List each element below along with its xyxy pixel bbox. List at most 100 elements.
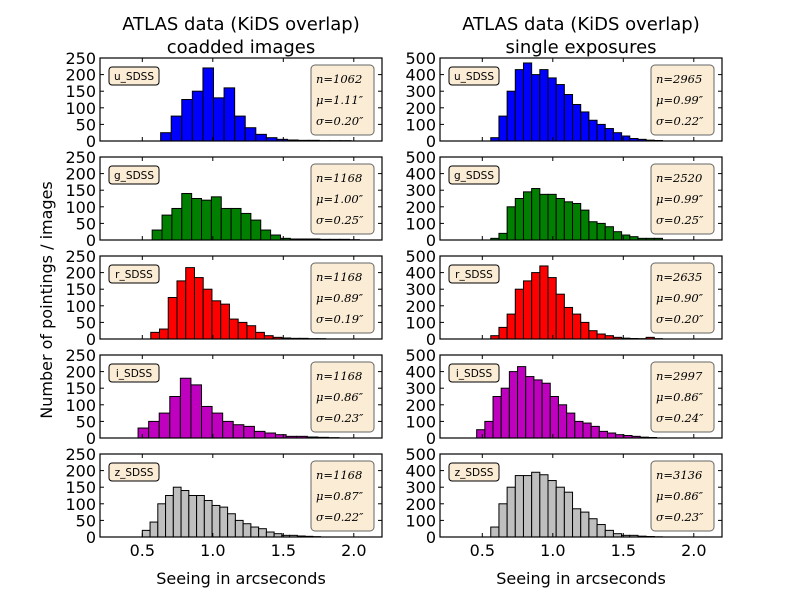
panel-g-sdss-col1-bar-3	[514, 198, 524, 241]
panel-g-sdss-col1-bar-13	[596, 222, 606, 241]
panel-u-sdss-col0-ytick-label-5: 250	[65, 49, 96, 68]
panel-g-sdss-col0-stat-mu: μ=1.00″	[316, 192, 364, 206]
panel-g-sdss-col0-frame	[99, 156, 383, 241]
panel-z-sdss-col1-xtick-label-0: 0.5	[470, 541, 495, 560]
panel-i-sdss-col0-bar-11	[253, 430, 266, 439]
panel-z-sdss-col0-stat-n: n=1168	[316, 468, 362, 482]
panel-u-sdss-col1-ytick-label-4: 400	[405, 66, 436, 85]
panel-z-sdss-col0-bar-8	[203, 499, 213, 538]
panel-u-sdss-col0-band-label: u_SDSS	[114, 71, 154, 83]
panel-g-sdss-col1-bar-1	[498, 232, 508, 241]
col0-title-line1: ATLAS data (KiDS overlap)	[122, 14, 360, 35]
panel-r-sdss-col0-stat-sigma: σ=0.19″	[316, 312, 364, 326]
panel-u-sdss-col0-bar-7	[234, 115, 246, 142]
panel-z-sdss-col1-bar-11	[580, 511, 590, 538]
panel-i-sdss-col1-stat-mu: μ=0.86″	[656, 390, 704, 404]
panel-z-sdss-col0-ytick-label-3: 150	[65, 478, 96, 497]
panel-g-sdss-col0-stat-sigma: σ=0.25″	[316, 213, 364, 227]
panel-r-sdss-col1-bar-5	[531, 272, 541, 340]
panel-g-sdss-col1-bar-9	[563, 201, 574, 241]
panel-r-sdss-col0-stat-n: n=1168	[316, 270, 362, 284]
panel-z-sdss-col1-bar-5	[531, 471, 541, 538]
panel-i-sdss-col1-bar-3	[500, 387, 510, 439]
panel-r-sdss-col1-bar-7	[547, 277, 557, 340]
panel-i-sdss-col0-bar-6	[201, 405, 213, 439]
panel-z-sdss-col1-bar-14	[604, 529, 614, 538]
panel-g-sdss-col1-bar-7	[547, 193, 557, 241]
panel-z-sdss-col0-bar-15	[258, 528, 267, 538]
panel-r-sdss-col1-bar-1	[498, 326, 508, 340]
panel-i-sdss-col1-bar-2	[492, 396, 502, 439]
panel-i-sdss-col1-ytick-label-3: 300	[405, 379, 436, 398]
panel-i-sdss-col0-bar-8	[222, 420, 234, 439]
panel-i-sdss-col1-ytick-label-5: 500	[405, 346, 436, 365]
panel-z-sdss-col0-ytick-label-1: 50	[76, 511, 96, 530]
panel-r-sdss-col1-bar-12	[588, 330, 598, 340]
panel-i-sdss-col0-stats-box	[310, 361, 375, 433]
panel-u-sdss-col0-bar-1	[170, 115, 183, 142]
panel-z-sdss-col0-ytick-label-4: 200	[65, 462, 96, 481]
panel-g-sdss-col1-ytick-label-1: 100	[405, 214, 436, 233]
panel-i-sdss-col1-bar-7	[533, 379, 543, 439]
panel-g-sdss-col1-stats-box	[650, 163, 715, 235]
panel-z-sdss-col1-frame	[439, 453, 723, 538]
panel-u-sdss-col1-ytick-label-0: 0	[426, 132, 436, 151]
panel-r-sdss-col0-bar-3	[176, 280, 187, 340]
panel-i-sdss-col0-stat-mu: μ=0.86″	[316, 390, 364, 404]
panel-u-sdss-col1-stat-mu: μ=0.99″	[656, 93, 704, 107]
panel-z-sdss-col0-bar-3	[165, 495, 174, 538]
panel-g-sdss-col0-bar-2	[171, 207, 183, 241]
panel-i-sdss-col1-bar-11	[566, 412, 576, 439]
panel-u-sdss-col1-bar-13	[596, 123, 606, 142]
panel-i-sdss-col1-bar-13	[582, 422, 592, 439]
panel-r-sdss-col0-bar-2	[167, 297, 178, 340]
panel-z-sdss-col0-xtick-label-1: 1.0	[200, 541, 225, 560]
panel-z-sdss-col1-band-label-box	[448, 462, 500, 482]
panel-r-sdss-col0-ytick-label-4: 200	[65, 264, 96, 283]
panel-r-sdss-col0-bar-9	[228, 318, 239, 340]
panel-r-sdss-col0-bar-4	[185, 267, 195, 340]
panel-i-sdss-col1-bar-0	[476, 429, 486, 439]
panel-z-sdss-col1-bar-3	[514, 475, 524, 538]
panel-i-sdss-col1-bar-8	[541, 382, 551, 439]
panel-r-sdss-col1-bar-3	[514, 288, 524, 340]
panel-r-sdss-col1-bar-2	[506, 313, 516, 340]
panel-u-sdss-col1-bar-11	[580, 111, 590, 142]
panel-r-sdss-col1-stats-box	[650, 262, 715, 334]
panel-u-sdss-col1-bar-2	[506, 90, 516, 142]
panel-z-sdss-col1-ytick-label-4: 400	[405, 462, 436, 481]
panel-z-sdss-col0-stats-box	[310, 460, 375, 532]
panel-g-sdss-col0-bar-6	[210, 196, 222, 241]
panel-u-sdss-col0-bar-5	[213, 97, 225, 142]
panel-g-sdss-col0-ytick-label-1: 50	[76, 214, 96, 233]
panel-u-sdss-col1-ytick-label-3: 300	[405, 82, 436, 101]
col0-title-line2: coadded images	[167, 37, 315, 58]
panel-i-sdss-col1-band-label: i_SDSS	[456, 368, 493, 380]
panel-z-sdss-col0-bar-7	[196, 495, 205, 538]
panel-z-sdss-col1-bar-9	[563, 491, 574, 538]
panel-u-sdss-col0-band-label-box	[108, 66, 160, 86]
panel-g-sdss-col0-band-label-box	[108, 165, 160, 185]
panel-r-sdss-col1-bar-10	[572, 313, 582, 340]
panel-u-sdss-col1-bar-5	[531, 74, 541, 142]
panel-i-sdss-col0-bar-12	[264, 432, 277, 439]
panel-u-sdss-col0-bar-0	[160, 132, 172, 142]
panel-z-sdss-col1-stat-n: n=3136	[656, 468, 702, 482]
panel-r-sdss-col1-bar-6	[539, 265, 549, 340]
panel-r-sdss-col0-band-label-box	[108, 264, 160, 284]
panel-z-sdss-col0-xtick-label-3: 2.0	[341, 541, 366, 560]
panel-z-sdss-col0-stat-mu: μ=0.87″	[316, 489, 364, 503]
panel-z-sdss-col0-ytick-label-2: 100	[65, 495, 96, 514]
panel-g-sdss-col0-bar-10	[250, 219, 262, 241]
panel-u-sdss-col1-bar-15	[612, 132, 623, 142]
panel-u-sdss-col1-bar-8	[555, 84, 565, 142]
panel-u-sdss-col1-bar-12	[588, 119, 598, 142]
panel-z-sdss-col1-bar-2	[506, 486, 516, 538]
panel-r-sdss-col1-bar-13	[596, 333, 606, 340]
panel-g-sdss-col1-frame	[439, 156, 723, 241]
panel-i-sdss-col1-bar-15	[598, 430, 609, 439]
panel-z-sdss-col1-ytick-label-1: 100	[405, 511, 436, 530]
